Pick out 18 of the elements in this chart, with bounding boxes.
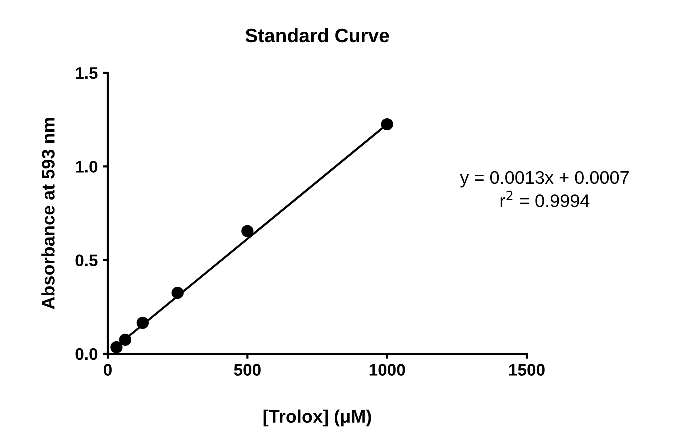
x-axis-title: [Trolox] (μM) xyxy=(264,410,372,427)
y-tick-label: 1.0 xyxy=(76,161,98,173)
point xyxy=(242,225,254,238)
x-tick-label: 0 xyxy=(104,364,112,376)
point xyxy=(172,287,184,300)
point xyxy=(136,317,149,330)
y-tick-label: 0.5 xyxy=(76,254,98,267)
point xyxy=(381,118,394,131)
y-tick-label: 0.0 xyxy=(76,348,98,360)
chart-title: Standard Curve xyxy=(246,28,390,43)
annotation: y = 0.0013x + 0.0007 r$^{2}$ = 0.9994 xyxy=(460,171,629,208)
x-tick-label: 1500 xyxy=(510,364,545,376)
x-tick-label: 1000 xyxy=(370,364,406,376)
point xyxy=(110,341,123,354)
x-tick-label: 500 xyxy=(234,364,261,376)
y-axis-title: Absorbance at 593 nm xyxy=(42,118,55,310)
y-tick-label: 1.5 xyxy=(76,68,98,80)
point xyxy=(119,334,132,346)
